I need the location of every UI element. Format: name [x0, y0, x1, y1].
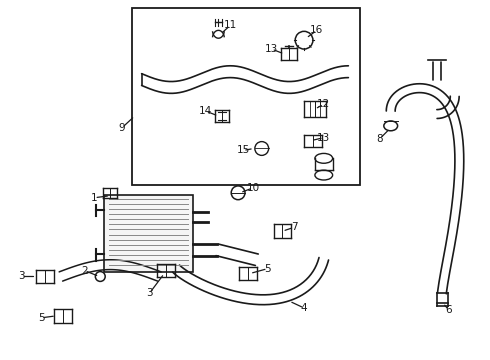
- Text: 10: 10: [246, 183, 259, 193]
- Text: 15: 15: [236, 145, 250, 156]
- Text: 8: 8: [377, 134, 383, 144]
- Text: 3: 3: [18, 271, 25, 282]
- Text: 13: 13: [265, 44, 278, 54]
- Text: 12: 12: [317, 99, 330, 109]
- Text: 2: 2: [81, 266, 88, 276]
- Text: 14: 14: [199, 106, 212, 116]
- Text: 4: 4: [301, 303, 307, 313]
- Text: 1: 1: [91, 193, 98, 203]
- Text: 16: 16: [310, 25, 323, 35]
- Text: 6: 6: [445, 305, 452, 315]
- Text: 7: 7: [291, 222, 297, 232]
- Text: 11: 11: [223, 21, 237, 31]
- Bar: [132, 8, 360, 185]
- Text: 13: 13: [317, 133, 330, 143]
- Text: 3: 3: [146, 288, 153, 298]
- Text: 9: 9: [119, 123, 125, 133]
- Bar: [104, 195, 193, 271]
- Text: 5: 5: [38, 313, 45, 323]
- Text: 5: 5: [264, 264, 271, 274]
